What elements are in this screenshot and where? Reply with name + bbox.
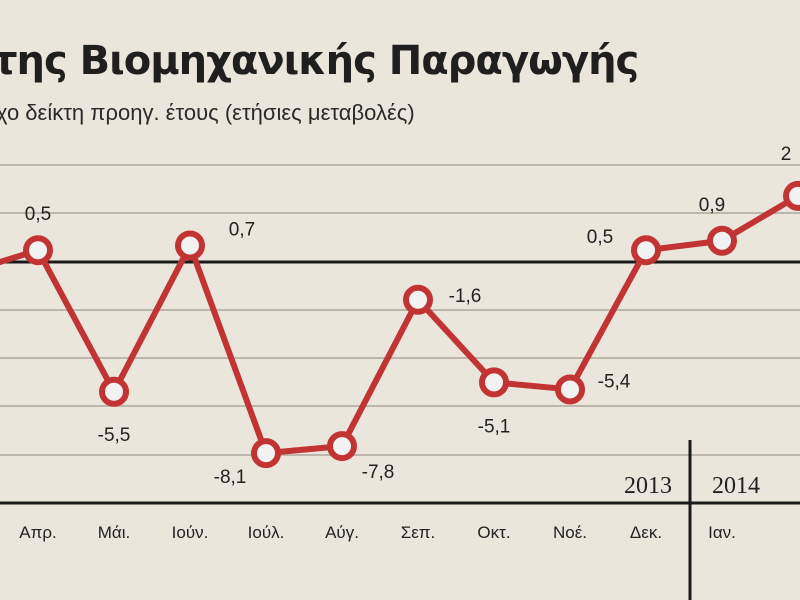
- chart-subtitle: χο δείκτη προηγ. έτους (ετήσιες μεταβολέ…: [0, 100, 415, 125]
- data-point: [175, 230, 205, 261]
- x-tick-label: Απρ.: [19, 523, 56, 542]
- year-label: 2013: [624, 473, 672, 499]
- x-axis-tick-labels: Απρ. Μάι. Ιούν. Ιούλ. Αύγ. Σεπ. Οκτ. Νοέ. Δεκ. Ια…: [19, 523, 736, 542]
- x-tick-label: Δεκ.: [630, 523, 662, 542]
- x-tick-label: Ιαν.: [708, 523, 736, 542]
- x-tick-label: Ιούλ.: [248, 523, 285, 542]
- data-point: [783, 180, 800, 211]
- data-point: [23, 235, 53, 266]
- x-tick-label: Οκτ.: [477, 523, 510, 542]
- data-point: [631, 235, 661, 266]
- data-label: 2: [781, 144, 792, 165]
- year-label: 2014: [712, 473, 760, 499]
- data-label: -5,5: [98, 425, 131, 446]
- data-point: [403, 284, 433, 315]
- data-point: [99, 376, 129, 407]
- x-tick-label: Αύγ.: [325, 523, 359, 542]
- gridlines: [0, 164, 800, 456]
- year-labels: 2013 2014: [624, 473, 760, 499]
- chart-title: της Βιομηχανικής Παραγωγής: [0, 38, 639, 84]
- data-label: -5,1: [478, 416, 511, 437]
- data-label: 0,5: [587, 227, 613, 248]
- series-line-group: [0, 193, 800, 457]
- data-point: [479, 367, 509, 398]
- axis-lines: [0, 260, 800, 600]
- x-tick-label: Μάι.: [98, 523, 131, 542]
- data-label: 0,9: [699, 195, 725, 216]
- data-label: -1,6: [449, 286, 482, 307]
- data-point: [707, 225, 737, 256]
- data-point: [555, 374, 585, 405]
- data-label: -8,1: [214, 467, 247, 488]
- data-labels: 0,5 -5,5 0,7 -8,1 -7,8 -1,6 -5,1 -5,4 0,5 0,9 2: [25, 144, 792, 488]
- data-label: 0,7: [229, 219, 255, 240]
- data-label: 0,5: [25, 204, 51, 225]
- data-point: [251, 438, 281, 469]
- x-tick-label: Ιούν.: [172, 523, 209, 542]
- series-line: [0, 193, 800, 457]
- data-label: -7,8: [362, 462, 395, 483]
- data-points: [23, 180, 800, 469]
- data-point: [327, 431, 357, 462]
- x-tick-label: Σεπ.: [401, 523, 436, 542]
- data-label: -5,4: [598, 371, 631, 392]
- x-tick-label: Νοέ.: [553, 523, 587, 542]
